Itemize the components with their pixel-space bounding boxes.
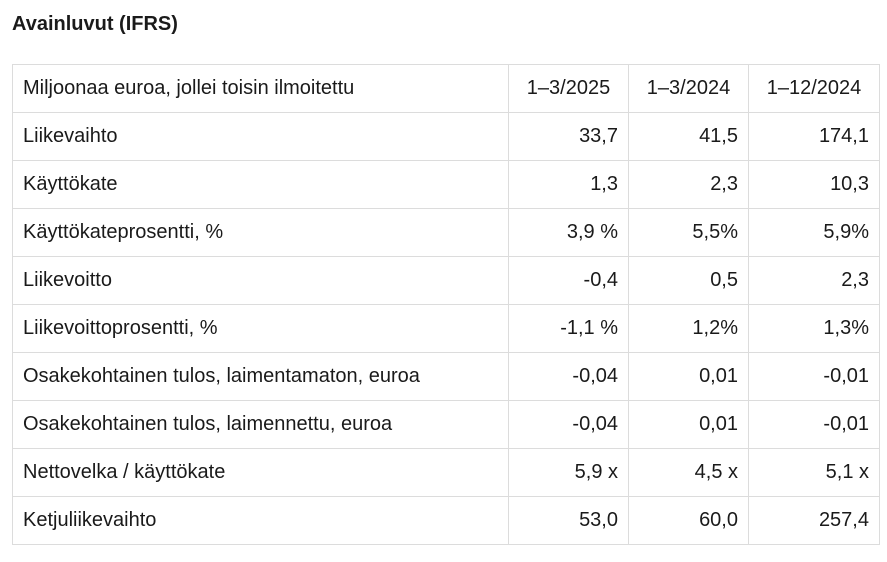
- value-cell: -0,01: [748, 400, 880, 449]
- page-title: Avainluvut (IFRS): [12, 13, 178, 35]
- table-row: Liikevaihto 33,7 41,5 174,1: [12, 112, 880, 161]
- row-label: Osakekohtainen tulos, laimennettu, euroa: [12, 400, 509, 449]
- table-row: Nettovelka / käyttökate 5,9 x 4,5 x 5,1 …: [12, 448, 880, 497]
- value-cell: 0,5: [628, 256, 749, 305]
- row-label: Käyttökateprosentti, %: [12, 208, 509, 257]
- row-label: Nettovelka / käyttökate: [12, 448, 509, 497]
- row-label: Liikevaihto: [12, 112, 509, 161]
- value-cell: 3,9 %: [508, 208, 629, 257]
- value-cell: 2,3: [628, 160, 749, 209]
- value-cell: 174,1: [748, 112, 880, 161]
- header-label-cell: Miljoonaa euroa, jollei toisin ilmoitett…: [12, 64, 509, 113]
- row-label: Liikevoitto: [12, 256, 509, 305]
- table-header-row: Miljoonaa euroa, jollei toisin ilmoitett…: [12, 64, 880, 113]
- table-row: Käyttökate 1,3 2,3 10,3: [12, 160, 880, 209]
- value-cell: 1,2%: [628, 304, 749, 353]
- value-cell: -0,04: [508, 400, 629, 449]
- value-cell: 41,5: [628, 112, 749, 161]
- table-row: Osakekohtainen tulos, laimentamaton, eur…: [12, 352, 880, 401]
- header-period-cell: 1–12/2024: [748, 64, 880, 113]
- table-row: Käyttökateprosentti, % 3,9 % 5,5% 5,9%: [12, 208, 880, 257]
- value-cell: 5,9%: [748, 208, 880, 257]
- header-period-cell: 1–3/2024: [628, 64, 749, 113]
- value-cell: 1,3%: [748, 304, 880, 353]
- row-label: Käyttökate: [12, 160, 509, 209]
- value-cell: 33,7: [508, 112, 629, 161]
- header-period-cell: 1–3/2025: [508, 64, 629, 113]
- value-cell: 2,3: [748, 256, 880, 305]
- value-cell: -1,1 %: [508, 304, 629, 353]
- table-row: Liikevoittoprosentti, % -1,1 % 1,2% 1,3%: [12, 304, 880, 353]
- value-cell: 257,4: [748, 496, 880, 545]
- value-cell: 4,5 x: [628, 448, 749, 497]
- key-figures-table: Miljoonaa euroa, jollei toisin ilmoitett…: [12, 64, 880, 545]
- value-cell: -0,4: [508, 256, 629, 305]
- value-cell: 0,01: [628, 352, 749, 401]
- table-row: Ketjuliikevaihto 53,0 60,0 257,4: [12, 496, 880, 545]
- table-row: Osakekohtainen tulos, laimennettu, euroa…: [12, 400, 880, 449]
- table-row: Liikevoitto -0,4 0,5 2,3: [12, 256, 880, 305]
- value-cell: -0,01: [748, 352, 880, 401]
- value-cell: -0,04: [508, 352, 629, 401]
- value-cell: 0,01: [628, 400, 749, 449]
- value-cell: 5,1 x: [748, 448, 880, 497]
- value-cell: 5,9 x: [508, 448, 629, 497]
- value-cell: 10,3: [748, 160, 880, 209]
- value-cell: 60,0: [628, 496, 749, 545]
- value-cell: 5,5%: [628, 208, 749, 257]
- value-cell: 53,0: [508, 496, 629, 545]
- row-label: Osakekohtainen tulos, laimentamaton, eur…: [12, 352, 509, 401]
- value-cell: 1,3: [508, 160, 629, 209]
- row-label: Liikevoittoprosentti, %: [12, 304, 509, 353]
- row-label: Ketjuliikevaihto: [12, 496, 509, 545]
